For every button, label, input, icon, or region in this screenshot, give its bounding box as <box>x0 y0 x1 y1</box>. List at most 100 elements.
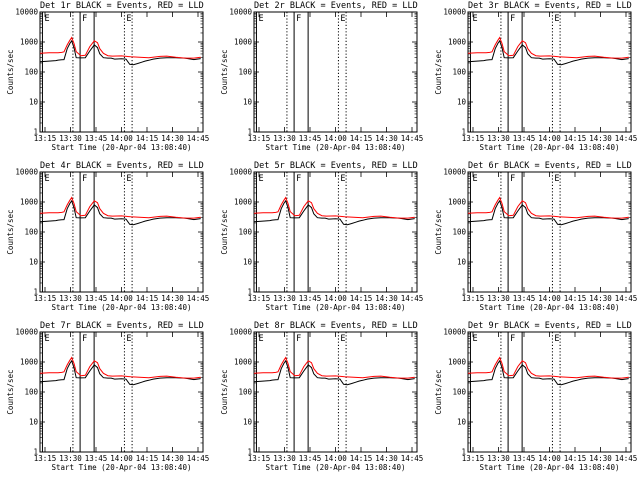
x-tick-label: 14:00 <box>538 134 561 143</box>
series-line-events <box>40 199 201 226</box>
y-tick-label: 1 <box>461 288 466 297</box>
plot-frame <box>253 11 418 133</box>
marker-label: E <box>126 334 131 344</box>
panel-det-5: Det 5r BLACK = Events, RED = LLD 1 10 100 10… <box>220 161 423 312</box>
y-tick-label: 100 <box>24 68 38 77</box>
x-tick-label: 14:00 <box>324 134 347 143</box>
y-tick-label: 10 <box>457 98 467 107</box>
y-tick-label: 10 <box>457 418 467 427</box>
x-tick-label: 13:15 <box>34 454 57 463</box>
x-tick-label: 14:00 <box>110 134 133 143</box>
y-tick-label: 100 <box>452 68 466 77</box>
x-tick-label: 14:45 <box>615 294 638 303</box>
series-line-lld <box>254 196 415 219</box>
x-tick-label: 14:30 <box>589 454 612 463</box>
y-tick-label: 1 <box>33 448 38 457</box>
panel-det-3: Det 3r BLACK = Events, RED = LLD 1 10 100 10… <box>434 1 637 152</box>
x-tick-label: 14:00 <box>538 294 561 303</box>
x-tick-label: 14:15 <box>350 134 373 143</box>
x-tick-label: 13:15 <box>34 294 57 303</box>
x-tick-label: 13:30 <box>487 134 510 143</box>
x-tick-label: 13:15 <box>462 454 485 463</box>
plot-frame <box>39 171 204 293</box>
y-axis-label: Counts/sec <box>6 49 15 94</box>
y-tick-label: 1 <box>247 288 252 297</box>
panel-det-9: Det 9r BLACK = Events, RED = LLD 1 10 100 10… <box>434 321 637 472</box>
series-line-events <box>40 359 201 386</box>
panel-det-1: Det 1r BLACK = Events, RED = LLD 1 10 100 10… <box>6 1 209 152</box>
plot-frame <box>39 11 204 133</box>
y-tick-label: 10000 <box>443 168 466 177</box>
y-tick-label: 1 <box>461 448 466 457</box>
y-tick-label: 1000 <box>20 198 39 207</box>
x-tick-label: 14:45 <box>615 134 638 143</box>
marker-label: E <box>340 174 345 184</box>
marker-label: E <box>44 334 49 344</box>
x-tick-label: 14:45 <box>187 454 210 463</box>
marker-label: F <box>510 334 515 344</box>
panel-title: Det 3r BLACK = Events, RED = LLD <box>468 1 632 11</box>
marker-label: E <box>258 174 263 184</box>
y-tick-label: 10 <box>29 418 39 427</box>
y-tick-label: 1000 <box>448 358 467 367</box>
marker-label: F <box>296 14 301 24</box>
x-tick-label: 13:45 <box>299 454 322 463</box>
marker-label: F <box>510 14 515 24</box>
x-tick-label: 13:45 <box>513 134 536 143</box>
x-tick-label: 13:45 <box>299 294 322 303</box>
y-tick-label: 100 <box>24 228 38 237</box>
panel-title: Det 4r BLACK = Events, RED = LLD <box>40 161 204 171</box>
series-line-events <box>254 359 415 386</box>
series-line-lld <box>254 356 415 379</box>
y-tick-label: 10000 <box>443 8 466 17</box>
x-tick-label: 14:30 <box>589 294 612 303</box>
marker-label: E <box>340 334 345 344</box>
x-tick-label: 14:00 <box>110 454 133 463</box>
y-tick-label: 10000 <box>15 328 38 337</box>
y-axis-label: Counts/sec <box>220 49 229 94</box>
series-line-events <box>468 359 629 386</box>
marker-label: E <box>126 174 131 184</box>
y-tick-label: 100 <box>238 388 252 397</box>
x-axis-label: Start Time (20-Apr-04 13:08:40) <box>52 303 192 312</box>
x-tick-label: 14:45 <box>401 454 424 463</box>
x-axis-label: Start Time (20-Apr-04 13:08:40) <box>480 143 620 152</box>
y-tick-label: 1 <box>247 128 252 137</box>
marker-label: E <box>44 14 49 24</box>
y-tick-label: 10 <box>29 258 39 267</box>
marker-label: E <box>472 174 477 184</box>
panel-det-2: Det 2r BLACK = Events, RED = LLD 1 10 100 10… <box>220 1 423 152</box>
y-tick-label: 100 <box>452 388 466 397</box>
x-tick-label: 13:30 <box>59 454 82 463</box>
y-tick-label: 10000 <box>229 168 252 177</box>
marker-label: E <box>44 174 49 184</box>
marker-label: E <box>554 174 559 184</box>
series-line-lld <box>40 356 201 379</box>
x-tick-label: 14:00 <box>324 294 347 303</box>
x-tick-label: 14:45 <box>187 294 210 303</box>
marker-label: F <box>82 14 87 24</box>
x-tick-label: 13:15 <box>248 294 271 303</box>
marker-label: E <box>340 14 345 24</box>
series-line-events <box>40 39 201 66</box>
x-tick-label: 13:45 <box>85 454 108 463</box>
y-tick-label: 10000 <box>15 168 38 177</box>
x-tick-label: 13:15 <box>34 134 57 143</box>
x-tick-label: 14:30 <box>161 294 184 303</box>
panel-det-7: Det 7r BLACK = Events, RED = LLD 1 10 100 10… <box>6 321 209 472</box>
x-tick-label: 14:30 <box>375 134 398 143</box>
y-axis-label: Counts/sec <box>6 369 15 414</box>
y-tick-label: 100 <box>24 388 38 397</box>
marker-label: E <box>472 14 477 24</box>
y-tick-label: 1000 <box>234 38 253 47</box>
y-tick-label: 1000 <box>20 358 39 367</box>
marker-label: F <box>82 174 87 184</box>
series-line-lld <box>468 196 629 219</box>
marker-label: F <box>510 174 515 184</box>
x-tick-label: 14:30 <box>589 134 612 143</box>
series-line-events <box>468 39 629 66</box>
y-tick-label: 1 <box>247 448 252 457</box>
y-tick-label: 100 <box>452 228 466 237</box>
